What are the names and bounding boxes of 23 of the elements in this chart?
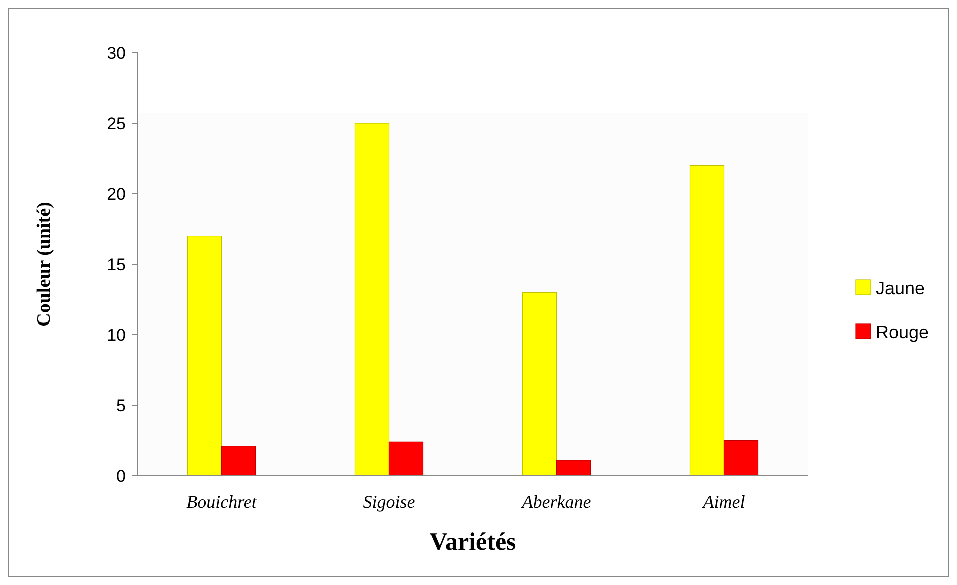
y-tick-label: 20 [107,184,126,204]
y-tick-label: 15 [107,255,126,274]
x-tick-label: Aimel [702,492,746,512]
bar [221,446,256,476]
y-axis-title: Couleur (unité) [34,202,55,327]
x-tick-label: Bouichret [186,492,258,512]
bar [690,166,725,476]
x-tick-label: Aberkane [521,492,592,512]
legend-label: Jaune [876,278,926,298]
bar [187,236,222,476]
y-tick-label: 25 [107,114,126,134]
y-tick-label: 5 [116,396,126,416]
bar [556,460,592,476]
bar [388,442,424,476]
bar [724,440,759,476]
x-axis-title: Variétés [430,529,517,556]
legend-label: Rouge [876,322,930,342]
y-tick-label: 10 [107,326,126,345]
x-tick-label: Sigoise [363,492,416,512]
y-tick-label: 0 [116,466,126,486]
bar [522,292,558,476]
y-tick-label: 30 [107,44,126,63]
bar [354,123,390,476]
